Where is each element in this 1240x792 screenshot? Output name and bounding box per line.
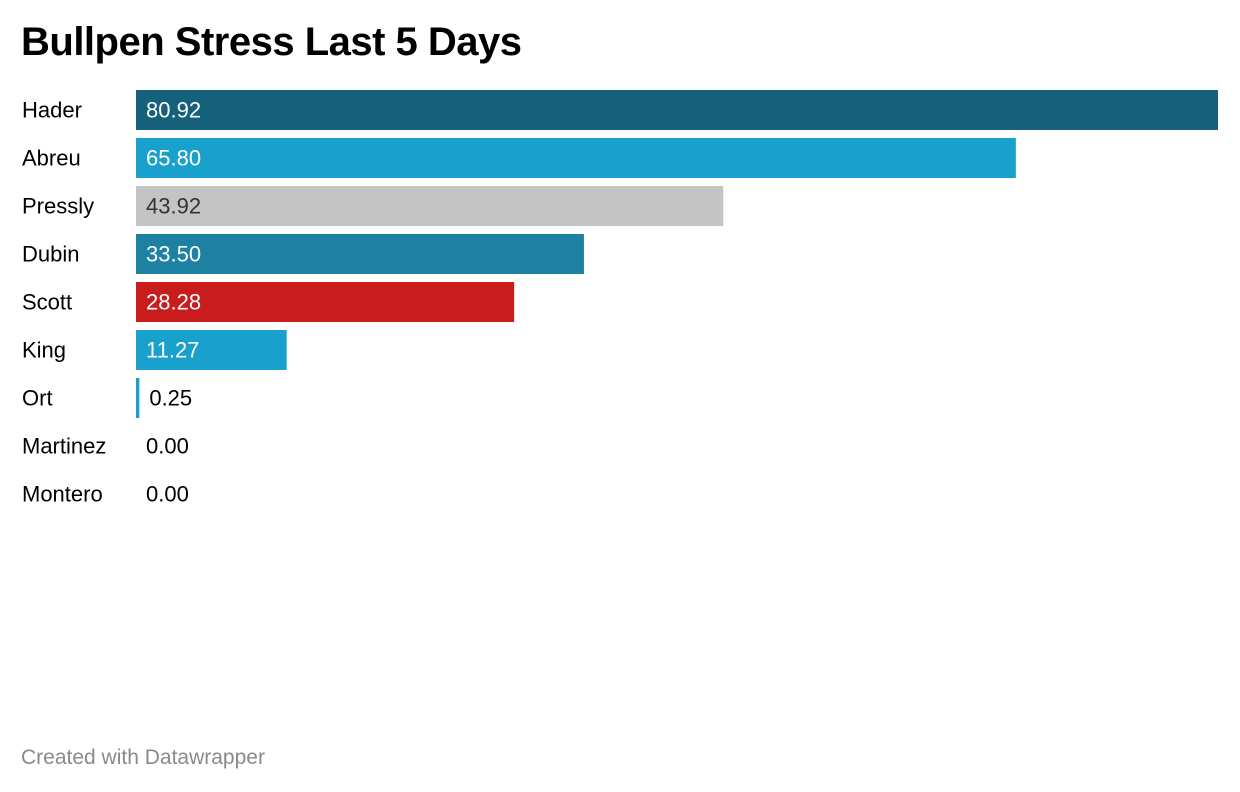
value-label: 65.80	[146, 146, 201, 171]
category-label: Dubin	[22, 242, 79, 267]
category-label: Hader	[22, 98, 82, 123]
category-label: Martinez	[22, 434, 106, 459]
credit-text[interactable]: Created with Datawrapper	[21, 746, 265, 769]
bar-chart: Hader 80.92 Abreu 65.80 Pressly 43.92 Dubin 33.…	[22, 90, 1218, 507]
category-label: Montero	[22, 482, 103, 507]
category-label: Pressly	[22, 194, 94, 219]
category-label: King	[22, 338, 66, 363]
bar-row-dubin: Dubin 33.50	[22, 234, 584, 274]
bar	[136, 138, 1016, 178]
bar	[136, 234, 584, 274]
bar	[136, 90, 1218, 130]
value-label: 28.28	[146, 290, 201, 315]
value-label: 11.27	[146, 338, 199, 363]
bar-row-scott: Scott 28.28	[22, 282, 515, 322]
value-label: 43.92	[146, 194, 201, 219]
bar-row-king: King 11.27	[22, 330, 287, 370]
bar-row-ort: Ort 0.25	[22, 378, 192, 418]
value-label: 0.00	[146, 482, 189, 507]
bar-row-abreu: Abreu 65.80	[22, 138, 1016, 178]
value-label: 0.25	[149, 386, 192, 411]
bar-row-martinez: Martinez 0.00	[22, 434, 189, 459]
bar	[136, 378, 140, 418]
chart-title: Bullpen Stress Last 5 Days	[21, 20, 522, 64]
bar-row-montero: Montero 0.00	[22, 482, 189, 507]
bar-row-pressly: Pressly 43.92	[22, 186, 724, 226]
value-label: 0.00	[146, 434, 189, 459]
value-label: 80.92	[146, 98, 201, 123]
category-label: Abreu	[22, 146, 81, 171]
bar	[136, 282, 515, 322]
category-label: Ort	[22, 386, 53, 411]
bar	[136, 186, 724, 226]
bar-row-hader: Hader 80.92	[22, 90, 1218, 130]
category-label: Scott	[22, 290, 72, 315]
bar	[136, 330, 287, 370]
value-label: 33.50	[146, 242, 201, 267]
